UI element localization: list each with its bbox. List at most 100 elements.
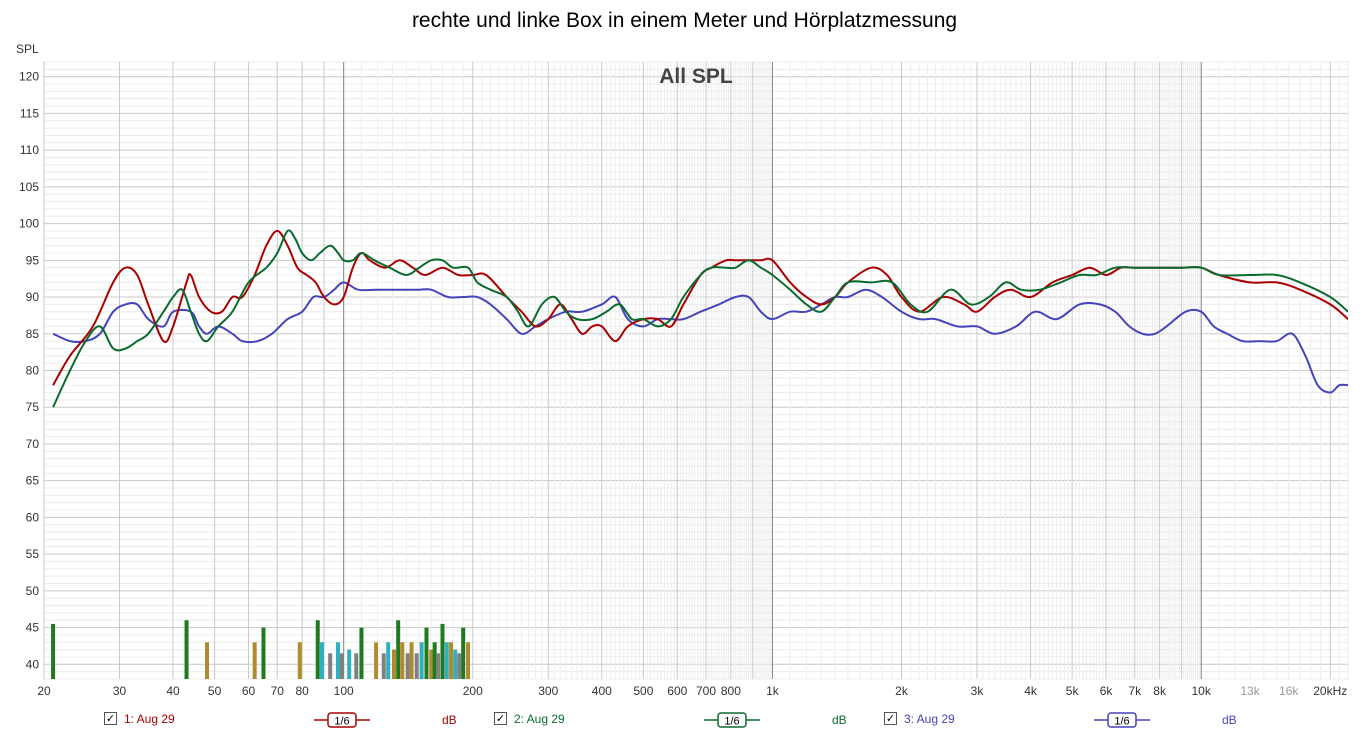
smoothing-label: 1/6	[334, 716, 349, 728]
y-tick-label: 105	[19, 180, 39, 194]
x-tick-label: 3k	[971, 684, 985, 698]
spike-bar	[432, 642, 437, 679]
x-tick-label: 20kHz	[1313, 684, 1347, 698]
spike-bar	[424, 627, 429, 679]
spike-bar	[261, 627, 266, 679]
spike-bar	[347, 649, 352, 679]
spike-bar	[396, 620, 401, 679]
y-tick-label: 90	[26, 290, 40, 304]
y-tick-label: 55	[26, 547, 40, 561]
y-tick-label: 110	[20, 143, 39, 157]
smoothing-label: 1/6	[1114, 716, 1129, 728]
x-tick-label: 13k	[1240, 684, 1260, 698]
spike-bar	[359, 627, 364, 679]
y-tick-label: 40	[26, 657, 40, 671]
legend-unit-3: dB	[1222, 713, 1237, 727]
x-tick-label: 10k	[1192, 684, 1212, 698]
spike-bar	[419, 642, 424, 679]
checkbox-icon[interactable]: ✓	[494, 712, 507, 725]
spike-bar	[205, 642, 210, 679]
legend-unit-2: dB	[832, 713, 847, 727]
x-tick-label: 500	[633, 684, 653, 698]
spike-bar	[457, 653, 462, 679]
checkbox-icon[interactable]: ✓	[884, 712, 897, 725]
x-tick-label: 8k	[1153, 684, 1167, 698]
x-tick-label: 600	[667, 684, 687, 698]
legend-series-name: 1: Aug 29	[124, 712, 175, 726]
spike-bar	[414, 653, 419, 679]
series-line-2[interactable]	[52, 229, 1348, 408]
y-tick-label: 100	[19, 217, 39, 231]
x-tick-label: 400	[592, 684, 612, 698]
spike-bar	[319, 642, 324, 679]
spike-bar	[449, 642, 454, 679]
x-tick-label: 700	[696, 684, 716, 698]
spike-bar	[429, 649, 434, 679]
spike-bar	[339, 653, 344, 679]
spike-bar	[405, 653, 410, 679]
smoothing-button-1[interactable]: 1/6	[314, 711, 370, 729]
spike-bar	[440, 623, 445, 679]
chart-title: rechte und linke Box in einem Meter und …	[411, 9, 958, 32]
x-tick-label: 80	[295, 684, 309, 698]
spike-bar	[328, 653, 333, 679]
spike-bar	[381, 653, 386, 679]
spike-bar	[461, 627, 466, 679]
x-tick-label: 200	[463, 684, 483, 698]
x-tick-label: 5k	[1066, 684, 1080, 698]
spike-bar	[436, 653, 441, 679]
x-tick-label: 7k	[1128, 684, 1142, 698]
x-tick-label: 50	[208, 684, 222, 698]
legend-series-name: 2: Aug 29	[514, 712, 565, 726]
y-axis-label: SPL	[16, 42, 39, 56]
y-tick-label: 85	[26, 327, 40, 341]
x-tick-label: 6k	[1100, 684, 1114, 698]
spike-bar	[374, 642, 379, 679]
x-tick-label: 100	[334, 684, 354, 698]
spike-bar	[444, 642, 449, 679]
x-tick-label: 40	[166, 684, 180, 698]
spike-bar	[297, 642, 302, 679]
spike-bar	[184, 620, 189, 679]
x-tick-label: 16k	[1279, 684, 1299, 698]
spike-bar	[252, 642, 257, 679]
spike-bar	[315, 620, 320, 679]
chart-annotation: All SPL	[659, 65, 733, 88]
legend-series-name: 3: Aug 29	[904, 712, 955, 726]
y-tick-label: 65	[26, 474, 40, 488]
x-tick-label: 2k	[895, 684, 909, 698]
y-tick-label: 50	[26, 584, 40, 598]
x-tick-label: 30	[113, 684, 127, 698]
y-tick-label: 45	[26, 621, 40, 635]
x-tick-label: 300	[538, 684, 558, 698]
spike-bar	[336, 642, 341, 679]
y-tick-label: 70	[26, 437, 40, 451]
y-tick-label: 75	[26, 400, 40, 414]
spike-bar	[386, 642, 391, 679]
x-tick-label: 4k	[1024, 684, 1038, 698]
smoothing-button-3[interactable]: 1/6	[1094, 711, 1150, 729]
y-tick-label: 120	[19, 70, 39, 84]
legend: ✓ 1: Aug 29 1/6 dB ✓ 2: Aug 29 1/6 dB ✓ …	[0, 711, 1369, 731]
checkbox-icon[interactable]: ✓	[104, 712, 117, 725]
y-tick-label: 80	[26, 364, 40, 378]
spike-bar	[51, 623, 56, 679]
spike-bar	[466, 642, 471, 679]
x-tick-label: 70	[271, 684, 285, 698]
y-tick-label: 115	[20, 106, 39, 120]
x-tick-label: 60	[242, 684, 256, 698]
spike-bar	[354, 653, 359, 679]
x-tick-label: 20	[37, 684, 51, 698]
y-tick-label: 95	[26, 253, 40, 267]
y-tick-label: 60	[26, 510, 40, 524]
spike-bar	[453, 649, 458, 679]
spike-bar	[391, 649, 396, 679]
x-tick-label: 800	[721, 684, 741, 698]
legend-unit-1: dB	[442, 713, 457, 727]
x-tick-label: 1k	[766, 684, 780, 698]
smoothing-label: 1/6	[724, 716, 739, 728]
spike-bar	[400, 642, 405, 679]
spike-bar	[409, 642, 414, 679]
smoothing-button-2[interactable]: 1/6	[704, 711, 760, 729]
